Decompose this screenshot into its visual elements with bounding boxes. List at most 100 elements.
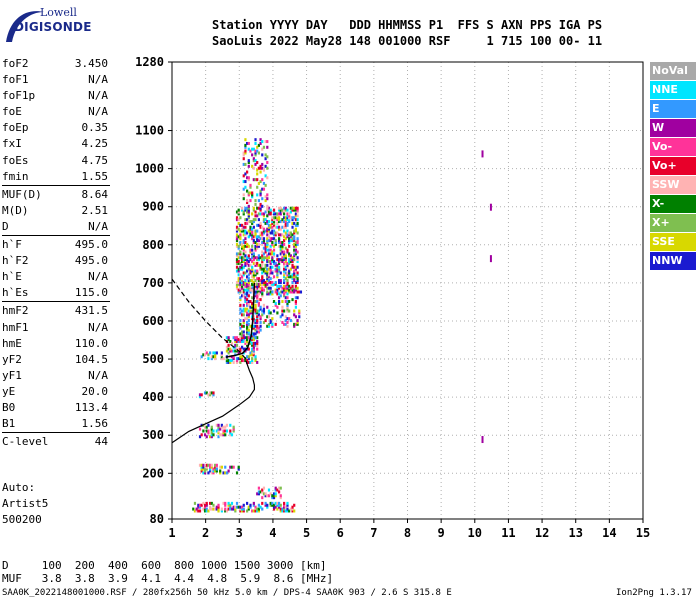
echo-point [277,240,281,244]
param-value: N/A [88,320,108,334]
echo-point [240,355,244,359]
echo-point [244,240,247,244]
echo-point [237,277,240,281]
echo-point [237,467,240,471]
echo-point [200,433,203,437]
legend-item-e: E [650,100,696,118]
echo-point [256,214,259,218]
echo-point [293,279,296,283]
echo-point [247,141,250,145]
echo-point [256,294,259,298]
profile-dashed-line [171,278,249,362]
echo-point [256,298,259,302]
echo-point [274,242,277,246]
echo-point [240,227,244,231]
echo-point [256,145,259,149]
echo-point [203,471,207,475]
echo-point [286,286,289,290]
echo-point [210,391,213,395]
echo-point [259,267,262,271]
echo-point [247,193,250,197]
echo-point [261,260,264,264]
echo-point [261,496,264,500]
echo-point [269,265,272,269]
echo-point [281,286,284,290]
echo-point [251,509,254,513]
logo-text-top: Lowell [40,6,77,19]
echo-point [291,206,294,210]
echo-point [281,252,284,256]
echo-point [235,360,239,364]
echo-point [272,300,276,304]
echo-point [267,260,271,264]
echo-point [281,246,284,250]
echo-point [232,429,235,433]
echo-point [247,273,250,277]
echo-point [198,435,202,439]
echo-point [242,260,245,264]
echo-point [296,208,299,212]
echo-point [234,509,237,513]
echo-point [220,433,223,437]
auto-code: 500200 [2,513,42,526]
echo-point [283,225,286,229]
echo-point [219,433,222,437]
echo-point [286,284,289,288]
echo-point [294,240,297,244]
legend-item-vo: Vo- [650,138,696,156]
echo-point [215,469,218,473]
echo-point [198,395,202,399]
echo-point [277,505,281,509]
echo-point [240,246,244,250]
echo-point [240,265,244,269]
echo-point [267,235,271,239]
param-name: yF1 [2,368,22,382]
echo-point [296,214,299,218]
echo-point [283,509,286,513]
echo-point [232,357,235,361]
echo-point [261,256,264,260]
echo-point [252,324,255,328]
echo-point [219,465,222,469]
echo-point [203,505,207,509]
echo-point [256,315,259,319]
echo-point [294,300,297,304]
echo-point [261,197,264,201]
echo-point [237,340,240,344]
echo-point [209,393,212,397]
echo-point [256,319,259,323]
echo-point [252,261,255,265]
echo-point [254,319,257,323]
echo-point [215,467,218,471]
echo-point [240,267,244,271]
param-name: B0 [2,400,16,414]
echo-point [247,244,250,248]
echo-point [283,267,286,271]
echo-point [227,360,230,364]
echo-point [251,296,254,300]
y-tick-label: 400 [142,390,164,404]
echo-point [220,425,223,429]
echo-point [274,267,277,271]
param-name: yF2 [2,352,22,366]
echo-point [256,263,259,267]
echo-point [222,431,225,435]
echo-point [288,271,291,275]
echo-point [256,311,259,315]
echo-point [244,206,247,210]
param-value: 113.4 [74,400,108,414]
y-tick-label: 900 [142,200,164,214]
echo-point [256,286,259,290]
echo-point [244,279,247,283]
echo-point [266,166,269,170]
echo-point [246,340,249,344]
echo-point [212,507,215,511]
echo-point [244,288,247,292]
echo-point [209,469,212,473]
echo-point [252,351,255,355]
echo-point [276,214,279,218]
echo-point [242,319,245,323]
echo-point [249,324,252,328]
param-value: 4.25 [81,137,109,151]
echo-point [254,336,257,340]
